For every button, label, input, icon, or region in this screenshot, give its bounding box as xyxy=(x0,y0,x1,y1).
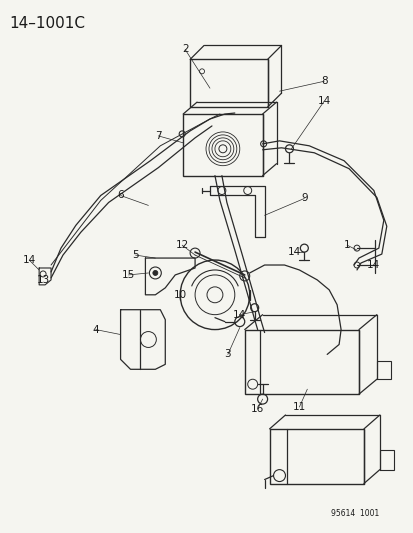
Text: 6: 6 xyxy=(117,190,123,200)
Text: 10: 10 xyxy=(173,290,186,300)
Text: 14: 14 xyxy=(366,260,380,270)
Bar xyxy=(376,361,390,379)
Bar xyxy=(379,450,393,470)
Text: 95614  1001: 95614 1001 xyxy=(330,510,378,518)
Text: 2: 2 xyxy=(181,44,188,54)
Text: 14–1001C: 14–1001C xyxy=(9,15,85,31)
Text: 11: 11 xyxy=(292,402,305,412)
Text: 14: 14 xyxy=(317,96,330,106)
Bar xyxy=(269,429,363,483)
Text: 3: 3 xyxy=(224,350,230,359)
Text: 14: 14 xyxy=(287,247,300,257)
Text: 16: 16 xyxy=(250,404,263,414)
Text: 9: 9 xyxy=(300,193,307,204)
Text: 14: 14 xyxy=(233,310,246,320)
Text: 5: 5 xyxy=(132,250,138,260)
Bar xyxy=(183,114,262,175)
Text: 7: 7 xyxy=(154,131,161,141)
Text: 14: 14 xyxy=(23,255,36,265)
Bar xyxy=(244,329,358,394)
Text: 13: 13 xyxy=(36,275,50,285)
Text: 8: 8 xyxy=(320,76,327,86)
Text: 1: 1 xyxy=(343,240,349,250)
Text: 4: 4 xyxy=(92,325,99,335)
Circle shape xyxy=(152,270,157,276)
Bar xyxy=(190,59,267,107)
Text: 12: 12 xyxy=(175,240,188,250)
Text: 15: 15 xyxy=(121,270,135,280)
